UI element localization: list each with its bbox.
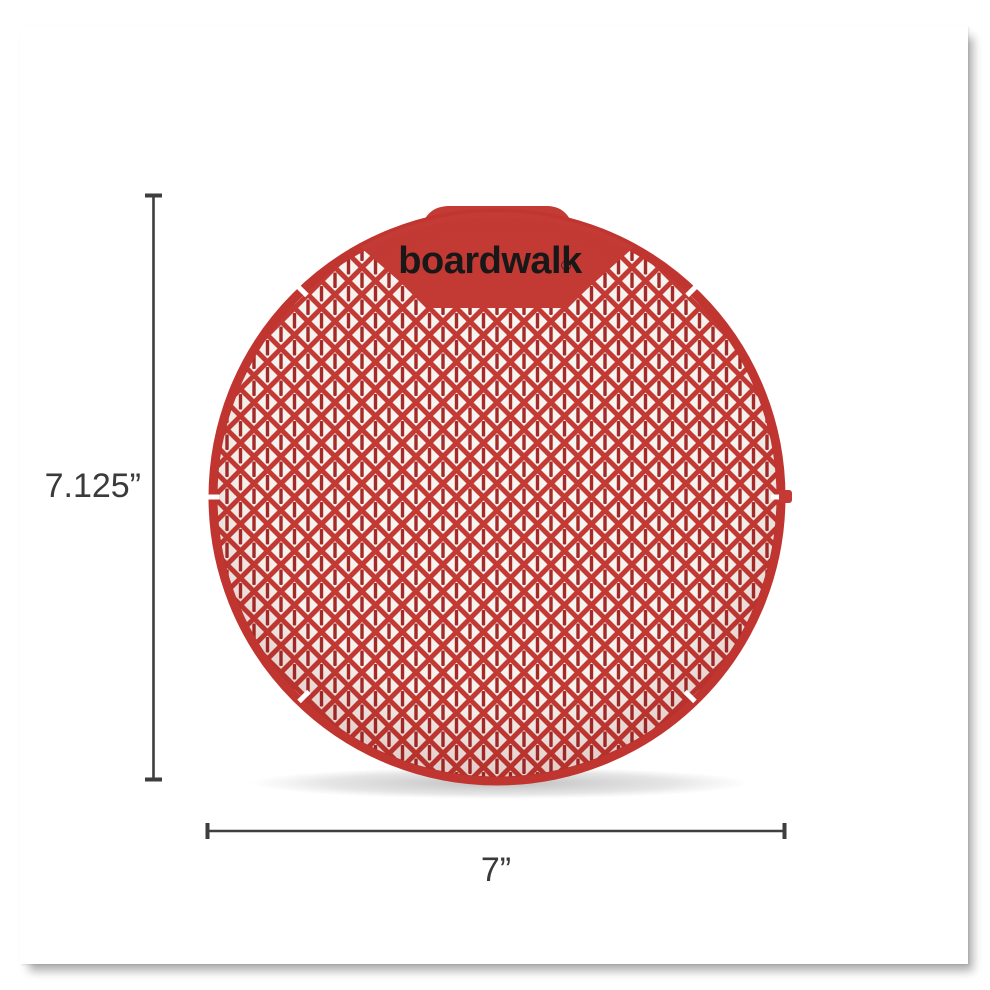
height-dimension-line	[145, 193, 162, 782]
brand-logo-text: boardwalk	[398, 240, 583, 282]
width-dimension-label: 7”	[481, 851, 511, 889]
vignette-overlay	[217, 217, 777, 777]
width-dimension-line	[205, 823, 787, 839]
registered-trademark-icon: ®	[561, 257, 572, 273]
rim-alignment-nub	[779, 490, 792, 503]
rim-notches	[205, 283, 784, 704]
height-dimension-label: 7.125”	[45, 467, 141, 505]
